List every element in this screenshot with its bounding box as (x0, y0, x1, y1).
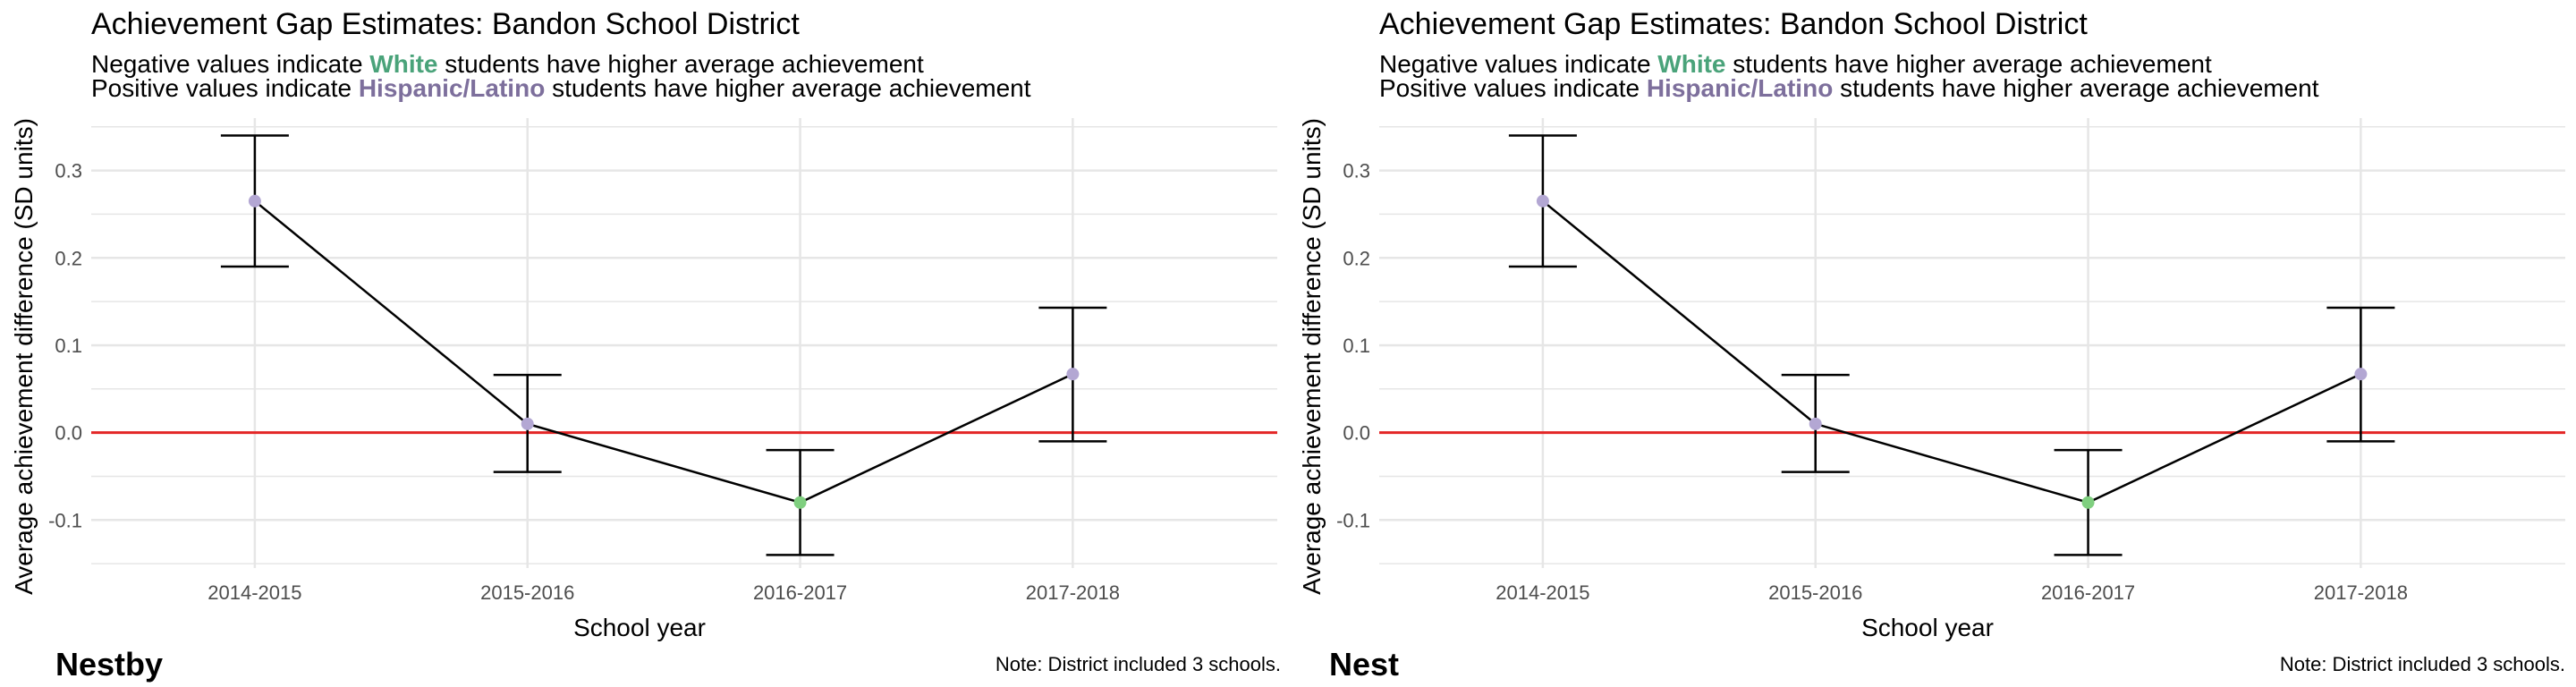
subtitle-positive-after: students have higher average achievement (545, 74, 1031, 102)
y-axis-title: Average achievement difference (SD units… (10, 118, 38, 595)
x-tick-label: 2014-2015 (1496, 581, 1589, 604)
subtitle-hispanic-word: Hispanic/Latino (358, 74, 546, 102)
subtitle-negative-after: students have higher average achievement (1725, 50, 2212, 78)
x-tick-label: 2014-2015 (208, 581, 301, 604)
y-tick-label: -0.1 (1336, 509, 1370, 531)
series-line (1542, 199, 2361, 505)
subtitle-positive-after: students have higher average achievement (1833, 74, 2319, 102)
y-tick-label: 0.3 (1343, 160, 1370, 182)
right-panel: Achievement Gap Estimates: Bandon School… (1288, 0, 2576, 687)
subtitle-positive: Positive values indicate Hispanic/Latino… (91, 74, 1031, 103)
y-axis-title: Average achievement difference (SD units… (1298, 118, 1326, 595)
data-point (1066, 368, 1080, 381)
subtitle-white-word: White (1657, 50, 1726, 78)
gap-chart-right: -0.1 0.0 0.1 0.2 0.3 2014-2015 2015-2016 2016-2… (1298, 118, 2565, 641)
data-point (2354, 368, 2368, 381)
footer-note: Note: District included 3 schools. (995, 653, 1281, 675)
data-point (2081, 496, 2095, 509)
subtitle-negative: Negative values indicate White students … (91, 50, 924, 79)
x-tick-label: 2017-2018 (2314, 581, 2408, 604)
subtitle-negative-after: students have higher average achievement (437, 50, 924, 78)
subtitle-negative-before: Negative values indicate (91, 50, 370, 78)
x-tick-label: 2017-2018 (1026, 581, 1120, 604)
subtitle-white-word: White (369, 50, 438, 78)
data-point (521, 417, 534, 430)
y-tick-label: 0.2 (55, 247, 82, 269)
y-tick-label: 0.2 (1343, 247, 1370, 269)
subtitle-negative-before: Negative values indicate (1379, 50, 1658, 78)
subtitle-positive: Positive values indicate Hispanic/Latino… (1379, 74, 2319, 103)
x-tick-label: 2016-2017 (753, 581, 847, 604)
subtitle-positive-before: Positive values indicate (91, 74, 359, 102)
chart-title: Achievement Gap Estimates: Bandon School… (1379, 7, 2088, 41)
y-tick-label: 0.1 (55, 335, 82, 357)
y-tick-label: 0.0 (1343, 422, 1370, 445)
footer-name: Nestby (55, 646, 164, 683)
x-axis-title: School year (1861, 614, 1994, 641)
footer-note: Note: District included 3 schools. (2279, 653, 2565, 675)
data-point (1536, 194, 1549, 208)
y-tick-label: -0.1 (48, 509, 82, 531)
x-tick-label: 2015-2016 (1768, 581, 1862, 604)
data-point (793, 496, 807, 509)
chart-title: Achievement Gap Estimates: Bandon School… (91, 7, 800, 41)
y-tick-label: 0.0 (55, 422, 82, 445)
subtitle-hispanic-word: Hispanic/Latino (1646, 74, 1834, 102)
subtitle-positive-before: Positive values indicate (1379, 74, 1647, 102)
x-tick-label: 2016-2017 (2041, 581, 2135, 604)
x-tick-label: 2015-2016 (480, 581, 574, 604)
subtitle-negative: Negative values indicate White students … (1379, 50, 2212, 79)
data-point (248, 194, 261, 208)
y-tick-label: 0.1 (1343, 335, 1370, 357)
y-tick-label: 0.3 (55, 160, 82, 182)
left-panel: Achievement Gap Estimates: Bandon School… (10, 7, 1281, 683)
data-point (1809, 417, 1822, 430)
series-line (254, 199, 1073, 505)
gap-chart-left: -0.1 0.0 0.1 0.2 0.3 2014-2015 2015-2016 2016-2… (10, 118, 1277, 641)
footer-name: Nest (1329, 646, 1400, 683)
x-axis-title: School year (573, 614, 706, 641)
